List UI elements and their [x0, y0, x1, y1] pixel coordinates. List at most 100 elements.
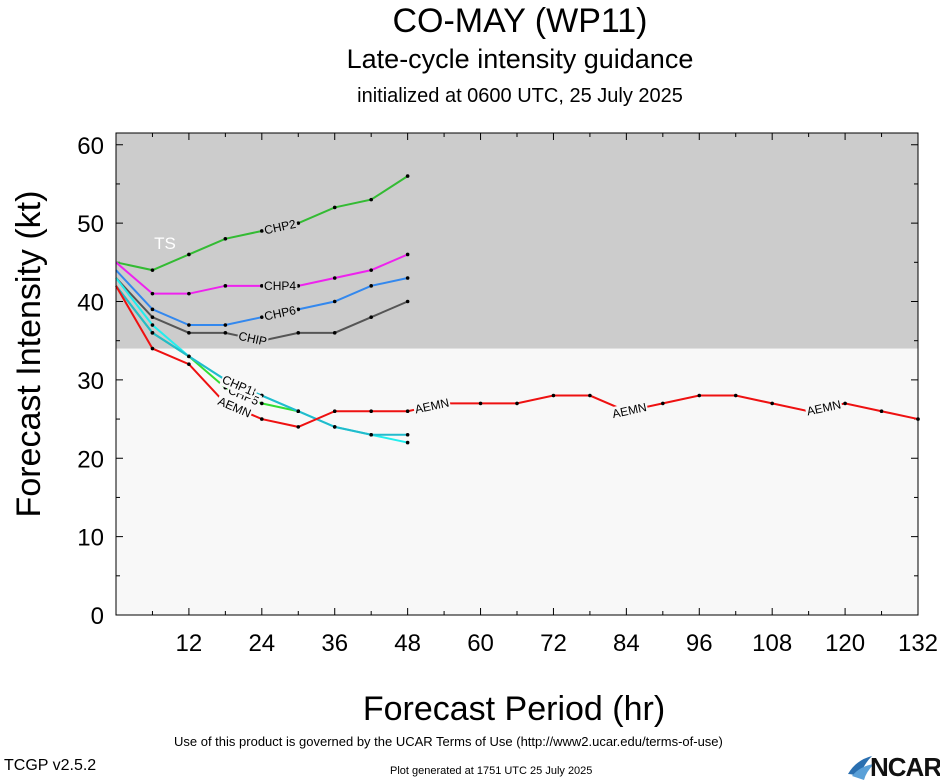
point-chp1	[150, 331, 155, 335]
point-chip	[187, 331, 191, 335]
y-tick-label: 10	[77, 525, 104, 552]
intensity-band	[116, 133, 918, 349]
x-tick-label: 48	[394, 630, 421, 657]
point-aemn	[661, 401, 665, 406]
point-chp1	[296, 409, 301, 414]
generated-time: Plot generated at 1751 UTC 25 July 2025	[390, 765, 593, 777]
x-tick-label: 72	[540, 630, 567, 657]
x-tick-label: 132	[898, 630, 938, 657]
series-label-bg	[219, 371, 257, 399]
point-chp6	[223, 323, 228, 327]
point-aemn	[150, 346, 155, 351]
ncar-logo-text: NCAR	[870, 752, 940, 782]
point-aemn	[515, 401, 519, 406]
series-label-chip: CHIP	[236, 328, 270, 349]
point-aemn	[588, 393, 592, 398]
point-aemn	[405, 409, 410, 414]
point-chip	[296, 331, 301, 335]
point-chp1	[405, 432, 410, 437]
y-tick-label: 40	[77, 290, 104, 317]
x-tick-label: 60	[467, 630, 494, 657]
point-aemn	[478, 401, 483, 406]
axis-ticks: 12 24 36 48 60 72 84 96 108 120 132 0 10 20 30 40 50 60	[77, 133, 938, 657]
series-label-text: CHP4	[264, 279, 296, 293]
point-chp5	[260, 401, 264, 406]
point-chp4	[369, 268, 373, 272]
y-tick-label: 50	[77, 211, 104, 238]
series-label-chp6: CHP6	[261, 302, 299, 324]
series-label-text: CHP6	[263, 303, 298, 323]
series-label-chp2: CHP2	[261, 216, 299, 238]
y-tick-label: 0	[91, 603, 104, 630]
point-chp6	[369, 284, 373, 288]
terms-of-use: Use of this product is governed by the U…	[174, 734, 723, 749]
point-chp2	[260, 229, 264, 233]
x-axis-label: Forecast Period (hr)	[363, 690, 665, 728]
band-label: TS	[154, 234, 176, 253]
point-chp6	[187, 323, 191, 327]
point-chp2	[187, 252, 191, 257]
chart-subtitle: Late-cycle intensity guidance	[346, 44, 694, 74]
point-chp2	[332, 205, 337, 210]
point-chp1	[332, 425, 337, 429]
series-label-text: CHP2	[263, 217, 298, 237]
series-label-bg	[236, 328, 270, 349]
point-chp4	[187, 291, 191, 296]
point-aemn	[697, 393, 702, 398]
point-aemn	[733, 393, 738, 398]
background-bands: TS	[116, 133, 918, 615]
x-tick-label: 108	[752, 630, 792, 657]
series-label-text: CHIP	[237, 329, 268, 349]
point-aemn	[187, 362, 191, 367]
point-chp4	[223, 284, 228, 288]
point-chp2	[369, 197, 373, 202]
point-aemn	[296, 425, 301, 429]
point-aemn	[332, 409, 337, 414]
point-chp2	[405, 174, 410, 178]
point-chip	[405, 299, 410, 304]
point-aemn	[843, 401, 847, 406]
point-chp6	[260, 315, 264, 319]
init-time: initialized at 0600 UTC, 25 July 2025	[357, 85, 683, 107]
x-tick-label: 120	[825, 630, 865, 657]
y-tick-label: 60	[77, 133, 104, 160]
point-aemn	[879, 409, 884, 414]
series-label-bg	[261, 216, 299, 238]
series-label-bg	[261, 302, 299, 324]
series-label-bg	[214, 393, 255, 421]
chart-title: CO-MAY (WP11)	[392, 2, 648, 40]
series-label-bg	[263, 278, 298, 293]
point-chp4	[150, 291, 155, 296]
y-tick-label: 20	[77, 446, 104, 473]
point-chp3	[150, 323, 155, 327]
point-chp6	[150, 307, 155, 312]
x-tick-label: 12	[176, 630, 203, 657]
y-axis-label: Forecast Intensity (kt)	[10, 191, 48, 518]
y-tick-label: 30	[77, 368, 104, 395]
version-label: TCGP v2.5.2	[4, 757, 97, 774]
ncar-logo: NCAR	[846, 752, 940, 782]
point-chp4	[260, 284, 264, 288]
intensity-chart: TS 12 24 36 48 60 72 84 96 108 120 132 0 10 20 30 40 50 6…	[10, 132, 938, 728]
point-aemn	[770, 401, 774, 406]
x-tick-label: 36	[321, 630, 348, 657]
plot-frame	[115, 132, 919, 616]
point-chp2	[150, 268, 155, 272]
series-label-chp4: CHP4	[263, 278, 298, 293]
point-aemn	[551, 393, 556, 398]
point-aemn	[260, 417, 264, 421]
series-label-bg	[610, 399, 649, 422]
x-tick-label: 96	[686, 630, 713, 657]
point-chp2	[223, 237, 228, 241]
x-tick-label: 84	[613, 630, 640, 657]
series-layer	[115, 174, 920, 445]
point-chp1	[187, 354, 191, 359]
point-chp4	[332, 276, 337, 280]
x-tick-label: 24	[248, 630, 275, 657]
point-chp6	[332, 299, 337, 304]
point-chp6	[405, 276, 410, 280]
series-label-bg	[412, 395, 452, 417]
point-chip	[369, 315, 373, 319]
point-chip	[223, 331, 228, 335]
point-chip	[332, 331, 337, 335]
